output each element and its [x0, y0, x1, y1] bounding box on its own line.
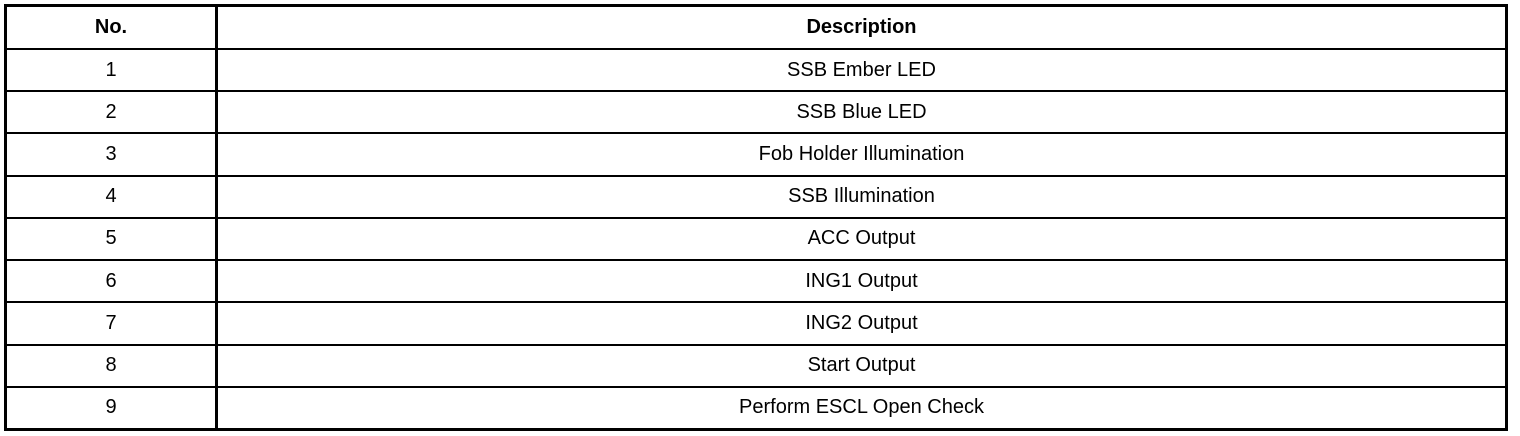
row-number: 2 [4, 90, 218, 135]
table-row: 3 Fob Holder Illumination [4, 132, 1508, 177]
row-number: 7 [4, 301, 218, 346]
table-row: 5 ACC Output [4, 216, 1508, 262]
row-number: 6 [4, 259, 218, 304]
row-description: Start Output [215, 343, 1508, 388]
table-row: 2 SSB Blue LED [4, 90, 1508, 135]
row-number: 9 [4, 385, 218, 431]
row-description: Fob Holder Illumination [215, 132, 1508, 177]
header-row: No. Description [4, 4, 1508, 50]
row-description: ING1 Output [215, 259, 1508, 304]
row-description: Perform ESCL Open Check [215, 385, 1508, 431]
table-row: 8 Start Output [4, 343, 1508, 388]
table-row: 4 SSB Illumination [4, 174, 1508, 219]
row-number: 1 [4, 47, 218, 93]
row-description: SSB Blue LED [215, 90, 1508, 135]
header-description: Description [215, 4, 1508, 50]
table-row: 7 ING2 Output [4, 301, 1508, 346]
row-description: ING2 Output [215, 301, 1508, 346]
row-description: SSB Illumination [215, 174, 1508, 219]
table-row: 1 SSB Ember LED [4, 47, 1508, 93]
row-number: 8 [4, 343, 218, 388]
header-no: No. [4, 4, 218, 50]
table-row: 6 ING1 Output [4, 259, 1508, 304]
row-number: 4 [4, 174, 218, 219]
row-number: 5 [4, 216, 218, 262]
row-number: 3 [4, 132, 218, 177]
description-table: No. Description 1 SSB Ember LED 2 SSB Blue … [4, 4, 1508, 431]
table-row: 9 Perform ESCL Open Check [4, 385, 1508, 431]
row-description: SSB Ember LED [215, 47, 1508, 93]
row-description: ACC Output [215, 216, 1508, 262]
